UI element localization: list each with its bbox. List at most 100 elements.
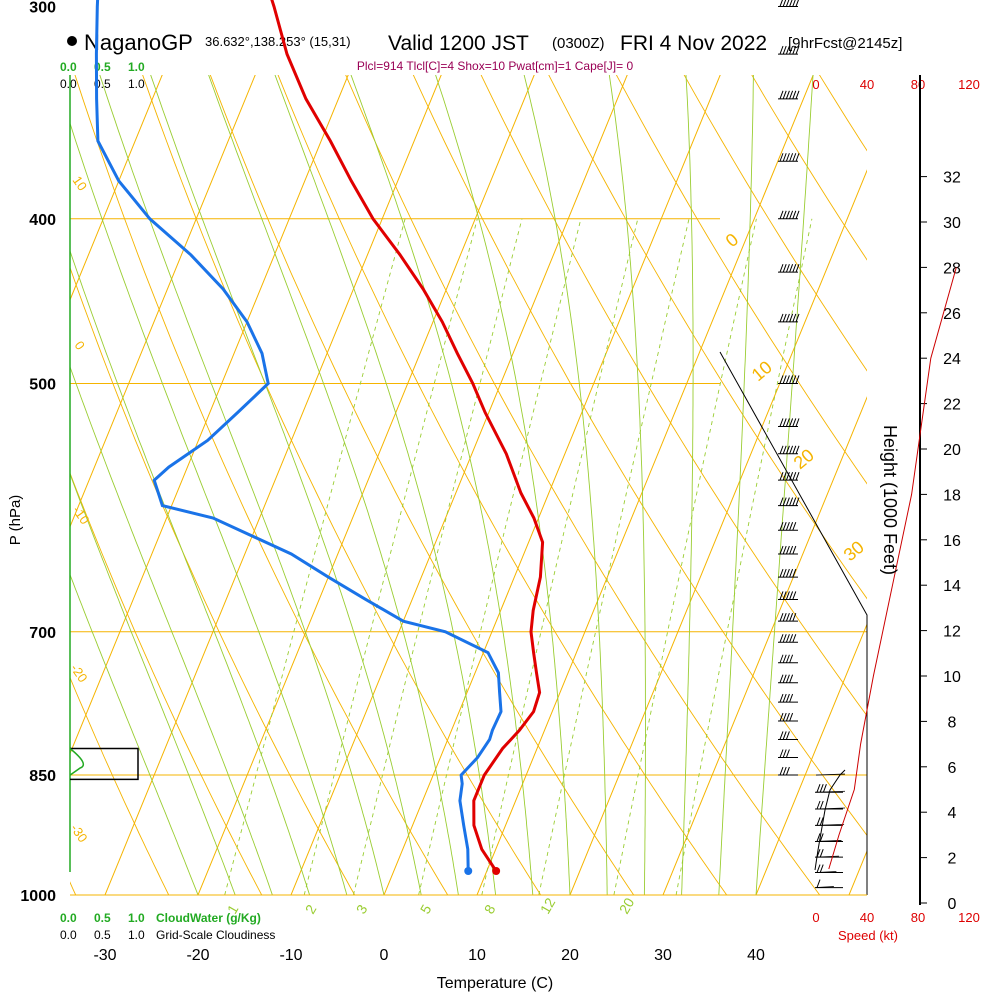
cloud-scale-top-black-0: 0.0 <box>60 77 77 91</box>
wind-barb-feather <box>779 418 784 427</box>
wind-barb-feather <box>795 418 800 427</box>
wind-barb-feather <box>789 545 794 555</box>
isotherm-line <box>662 396 867 895</box>
wind-barb-feather <box>779 766 784 776</box>
wind-speed-trace <box>815 790 846 793</box>
wind-barb-feather <box>782 766 787 776</box>
wind-barb-feather <box>792 591 797 600</box>
wind-barb-feather <box>779 674 784 683</box>
wind-barb-feather <box>785 612 790 622</box>
wind-barb-feather <box>792 634 797 643</box>
wind-barb-feather <box>782 693 787 703</box>
wind-barb-feather <box>785 568 790 578</box>
wind-barb <box>815 879 843 889</box>
height-wind-profile <box>828 267 957 870</box>
cloud-scale-bottom-green-0: 0.0 <box>60 911 77 925</box>
wind-barb <box>778 375 800 384</box>
mixing-ratio-label: 3 <box>353 902 371 917</box>
x-tick-label: 40 <box>747 947 765 964</box>
wind-barb-feather <box>789 210 794 219</box>
wind-barb-feather <box>792 313 797 323</box>
speed-scale-bottom-label: 120 <box>958 910 980 925</box>
wind-barb-feather <box>779 210 784 219</box>
isotherm-line <box>70 75 163 302</box>
pressure-tick-label: 850 <box>29 768 56 785</box>
wind-barb <box>778 766 846 776</box>
wind-barb-feather <box>782 445 787 454</box>
wind-barb-feather <box>779 45 784 55</box>
wind-barb-feather <box>785 497 790 506</box>
wind-barb-feather <box>792 612 797 622</box>
wind-barb-feather <box>785 693 790 703</box>
wind-barb-feather <box>789 313 794 323</box>
wind-barb-feather <box>785 654 790 663</box>
wind-barb <box>778 497 800 507</box>
wind-barb-feather <box>792 418 797 427</box>
wind-barb-feather <box>779 263 784 273</box>
x-tick-label: 0 <box>380 947 389 964</box>
wind-barb-feather <box>816 817 821 826</box>
height-tick-label: 6 <box>948 760 957 777</box>
wind-barb <box>778 712 798 722</box>
wind-barb-feather <box>782 90 787 100</box>
wind-barb-feather <box>785 731 790 740</box>
wind-barb <box>778 674 798 684</box>
height-tick-label: 16 <box>943 533 961 550</box>
wind-barb-feather <box>779 497 784 506</box>
wind-barb-feather <box>819 817 824 826</box>
valid-date: FRI 4 Nov 2022 <box>620 32 767 55</box>
height-tick-label: 18 <box>943 487 961 504</box>
wind-barb-feather <box>819 784 824 793</box>
moist-adiabat-line <box>70 121 348 895</box>
wind-barb-feather <box>816 800 821 810</box>
utc-time: (0300Z) <box>552 35 605 52</box>
wind-barb-feather <box>816 833 821 842</box>
mixing-ratio-label: 20 <box>616 895 638 917</box>
wind-barb-feather <box>785 153 790 162</box>
wind-barb-feather <box>792 210 797 219</box>
dry-adiabat-line <box>70 676 170 895</box>
height-tick-label: 0 <box>948 896 957 913</box>
wind-barb-feather <box>819 800 824 810</box>
wind-barb <box>778 731 798 740</box>
wind-barb <box>778 749 798 758</box>
wind-barb-feather <box>792 375 797 384</box>
speed-scale-bottom-label: 0 <box>812 910 819 925</box>
x-tick-label: -30 <box>93 947 116 964</box>
x-axis-label: Temperature (C) <box>437 975 553 992</box>
height-tick-label: 8 <box>948 714 957 731</box>
isotherm-line <box>104 75 442 895</box>
wind-barb-feather <box>782 0 787 7</box>
wind-barb-feather <box>782 471 787 481</box>
isotherm-label: 20 <box>790 445 818 473</box>
dry-adiabat-line <box>70 471 263 895</box>
wind-barb-feather <box>782 418 787 427</box>
dry-adiabat-line <box>412 75 867 837</box>
wind-barb-feather <box>785 0 790 7</box>
moist-adiabat-line <box>274 75 497 895</box>
wind-barb-feather <box>785 210 790 219</box>
wind-barb-feather <box>779 522 784 531</box>
wind-barb-feather <box>779 712 784 722</box>
dry-adiabat-line <box>828 0 1000 895</box>
speed-scale-bottom-label: 80 <box>911 910 925 925</box>
isotherm-line <box>197 75 535 895</box>
mixing-ratio-label: 2 <box>302 902 320 917</box>
wind-barb-feather <box>789 612 794 622</box>
wind-barb-feather <box>779 445 784 454</box>
dry-adiabat-label: -20 <box>68 661 91 685</box>
stability-indices: Plcl=914 Tlcl[C]=4 Shox=10 Pwat[cm]=1 Ca… <box>357 59 634 73</box>
dry-adiabat-line <box>345 75 821 895</box>
pressure-tick-label: 300 <box>29 0 56 16</box>
wind-barb <box>778 90 800 100</box>
wind-barb-feather <box>789 45 794 55</box>
wind-barb <box>778 263 800 273</box>
station-name: NaganoGP <box>84 30 193 55</box>
isotherm-label: 0 <box>722 229 743 251</box>
x-tick-label: -20 <box>186 947 209 964</box>
wind-barb <box>778 153 800 162</box>
moist-adiabat-line <box>208 75 459 895</box>
dry-adiabat-line <box>683 75 867 372</box>
wind-barb-feather <box>795 45 800 55</box>
